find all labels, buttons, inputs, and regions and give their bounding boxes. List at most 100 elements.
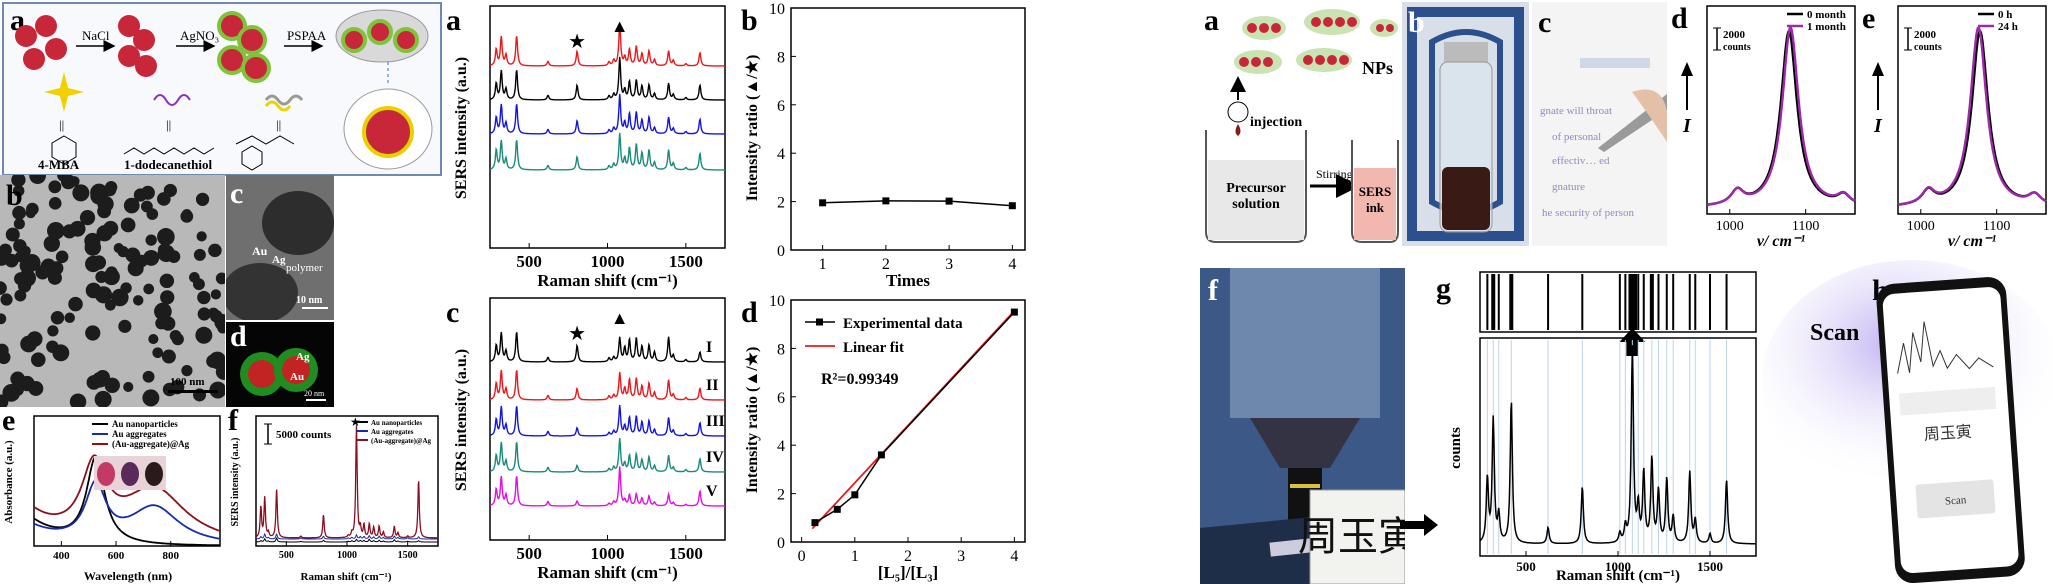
nanoparticle bbox=[163, 183, 177, 198]
y-tick-label: 0 bbox=[777, 535, 785, 552]
scale-bar-label: 20 nm bbox=[304, 389, 325, 398]
legend-entry: Au aggregates bbox=[371, 428, 414, 436]
silver-coated-particles bbox=[217, 11, 271, 83]
y-arrow bbox=[1872, 62, 1884, 76]
nanoparticle bbox=[26, 202, 39, 216]
material-label: Ag bbox=[296, 351, 310, 363]
nanoparticle bbox=[195, 192, 210, 206]
nanoparticle bbox=[48, 180, 62, 194]
polymer-wrapped-particles bbox=[335, 9, 433, 170]
svg-text:gnature: gnature bbox=[1552, 181, 1585, 193]
spectrum-line bbox=[255, 425, 439, 539]
barcode-bar bbox=[1509, 274, 1514, 330]
absorbance-line bbox=[33, 479, 221, 540]
nanoparticle bbox=[5, 227, 20, 242]
spectrum-line bbox=[1479, 345, 1756, 545]
x-axis-label: Raman shift (cm⁻¹) bbox=[537, 271, 678, 290]
x-tick-label: 800 bbox=[163, 550, 180, 562]
x-tick-label: 500 bbox=[516, 544, 542, 563]
nanoparticle bbox=[142, 389, 160, 407]
nanoparticle bbox=[133, 295, 144, 306]
nanoparticle bbox=[215, 272, 225, 285]
nanoparticle bbox=[157, 228, 175, 246]
nanoparticle bbox=[111, 288, 129, 307]
panel-letter: c bbox=[1538, 6, 1551, 39]
nanoparticle bbox=[159, 273, 175, 289]
nanoparticle bbox=[0, 281, 7, 295]
y-tick-label: 6 bbox=[777, 98, 785, 115]
nanoparticle bbox=[12, 205, 27, 220]
nanoparticle bbox=[142, 370, 155, 383]
spectrum-line bbox=[1706, 25, 1856, 206]
nanoparticle bbox=[197, 290, 211, 305]
nanoparticle bbox=[113, 242, 124, 254]
r-squared: R²=0.99349 bbox=[821, 371, 898, 388]
beaker-label: ink bbox=[1366, 200, 1385, 215]
panel-letter: c bbox=[230, 177, 243, 210]
chart-sers-middle-c: c ★ ▲ I II III IV V 500 1000 1500 Raman shift (cm⁻¹… bbox=[440, 292, 730, 584]
panel-letter: d bbox=[230, 322, 247, 353]
panel-schematic: a NaCl AgNO₃ PSPAA bbox=[2, 2, 442, 176]
x-tick-label: 1000 bbox=[591, 252, 625, 271]
legend-entry: Experimental data bbox=[843, 316, 963, 332]
svg-text:he security of person: he security of person bbox=[1542, 207, 1634, 219]
gold-particles bbox=[15, 15, 67, 70]
chart-sers-middle-a: a ★ ▲ 500 1000 1500 Raman shift (cm⁻¹) SERS int… bbox=[440, 0, 730, 292]
phone-scan-button[interactable] bbox=[1915, 479, 1996, 519]
scale-label: counts bbox=[1723, 42, 1751, 53]
y-tick-label: 10 bbox=[769, 1, 785, 18]
barcode-bar bbox=[1657, 274, 1660, 330]
panel-letter: d bbox=[741, 296, 758, 329]
x-tick-label: 400 bbox=[53, 550, 70, 562]
y-tick-label: 2 bbox=[777, 195, 785, 212]
nanoparticle bbox=[97, 204, 112, 219]
plot-frame bbox=[790, 7, 1026, 251]
x-tick-label: 600 bbox=[108, 550, 125, 562]
legend-entry: Au aggregates bbox=[112, 429, 167, 439]
x-axis-label: Wavelength (nm) bbox=[84, 569, 172, 583]
material-label: Ag bbox=[272, 254, 286, 266]
svg-text:||: || bbox=[59, 117, 64, 132]
nanoparticle bbox=[69, 393, 87, 407]
nanoparticle bbox=[0, 350, 11, 365]
y-axis-label: counts bbox=[1448, 427, 1464, 469]
aggregate-particles bbox=[118, 15, 157, 77]
pspaa-molecule: || bbox=[235, 94, 304, 171]
nanoparticle bbox=[196, 231, 207, 242]
legend-entry: Au nanoparticles bbox=[112, 419, 178, 429]
panel-letter: c bbox=[446, 296, 459, 329]
plot-frame bbox=[489, 297, 726, 541]
nanoparticle bbox=[193, 248, 206, 261]
y-axis-label: I bbox=[1682, 115, 1692, 137]
y-axis-label: Absorbance (a.u.) bbox=[3, 440, 15, 524]
barcode-bar bbox=[1694, 274, 1697, 330]
x-axis-label: ν/ cm⁻¹ bbox=[1948, 233, 1997, 250]
nanoparticle bbox=[104, 377, 120, 393]
nanoparticle bbox=[20, 335, 38, 353]
nanoparticle bbox=[90, 183, 108, 202]
x-tick-label: 2 bbox=[904, 548, 912, 565]
panel-letter: b bbox=[741, 4, 758, 37]
legend-entry: 1 month bbox=[1807, 21, 1846, 33]
nanoparticle bbox=[154, 302, 172, 321]
nanoparticle bbox=[181, 365, 193, 377]
nanoparticle bbox=[14, 289, 27, 302]
y-tick-label: 4 bbox=[777, 438, 785, 455]
plot-frame bbox=[33, 415, 221, 547]
x-tick-label: 1500 bbox=[398, 550, 418, 561]
np-label: NPs bbox=[1362, 58, 1393, 78]
legend-entry: 24 h bbox=[1998, 21, 2018, 33]
microscope-photo: 周玉寅 f bbox=[1200, 268, 1405, 584]
x-tick-label: 1 bbox=[851, 548, 859, 565]
panel-letter: b bbox=[6, 179, 23, 212]
scale-label: counts bbox=[1914, 42, 1942, 53]
spectrum-line bbox=[256, 532, 438, 540]
y-tick-label: 0 bbox=[777, 243, 785, 260]
spectrum-line bbox=[489, 438, 725, 473]
spectrum-line bbox=[489, 93, 725, 135]
nanoparticle bbox=[30, 352, 46, 367]
nanoparticle bbox=[145, 234, 157, 246]
molecule-label: 4-MBA bbox=[38, 157, 80, 172]
legend-entry: (Au-aggregate)@Ag bbox=[371, 437, 432, 445]
nanoparticle bbox=[12, 185, 25, 197]
